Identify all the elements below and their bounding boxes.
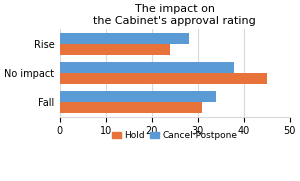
Bar bbox=[60, 91, 216, 102]
Bar bbox=[60, 33, 188, 44]
Bar bbox=[60, 73, 267, 84]
Bar bbox=[60, 62, 235, 73]
Bar bbox=[60, 44, 170, 55]
Title: The impact on
the Cabinet's approval rating: The impact on the Cabinet's approval rat… bbox=[93, 4, 256, 26]
Legend: Hold, Cancel·Postpone: Hold, Cancel·Postpone bbox=[108, 127, 242, 144]
Bar bbox=[60, 102, 202, 113]
